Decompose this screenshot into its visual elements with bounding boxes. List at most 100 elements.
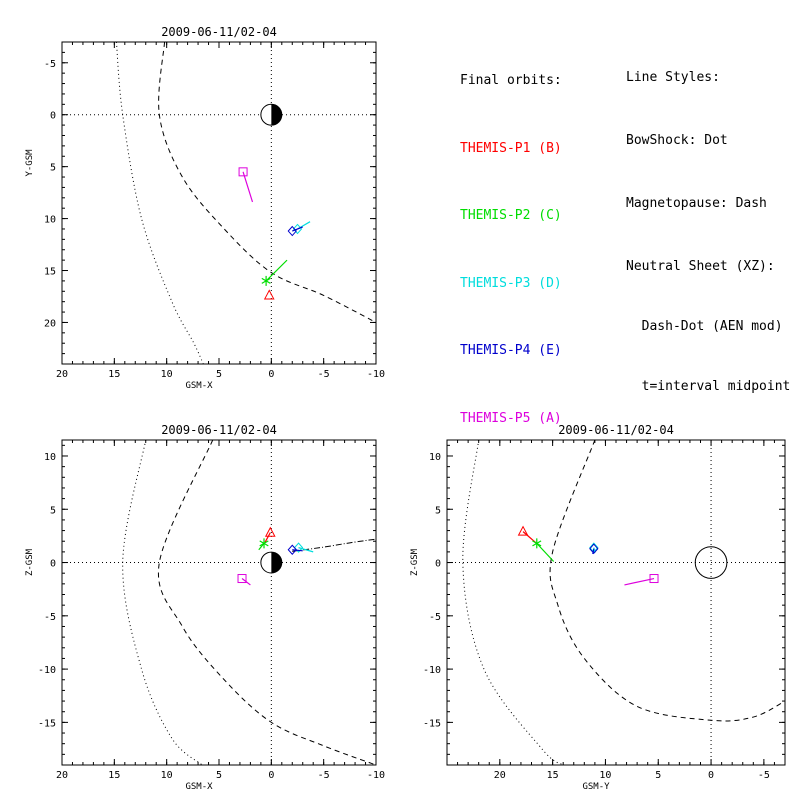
legend-styles-title: Line Styles: (626, 70, 720, 85)
bowshock-curve (122, 440, 203, 765)
y-tick-label: 5 (50, 163, 56, 174)
y-tick-label: -5 (44, 59, 56, 70)
plot-area (62, 440, 376, 765)
marker-p1 (264, 526, 276, 537)
x-tick-label: 0 (268, 770, 274, 781)
x-tick-label: 5 (216, 770, 222, 781)
legend-style-neutral-sheet: Neutral Sheet (XZ): (626, 259, 775, 274)
marker-p5 (649, 574, 659, 584)
orbit-track-p4 (292, 226, 303, 232)
panel-yz: 2009-06-11/02-04 20 15 10 5 0 -5 10 5 0 -5 -10 -15 GS… (410, 423, 786, 792)
y-tick-label: -10 (38, 665, 56, 676)
x-tick-label: -10 (367, 369, 385, 380)
legend-probe-p5: THEMIS-P5 (A) (460, 410, 562, 426)
legend-probe-p4: THEMIS-P4 (E) (460, 343, 562, 358)
x-tick-label: 0 (268, 369, 274, 380)
marker-p4 (589, 543, 599, 554)
panel-title: 2009-06-11/02-04 (161, 25, 277, 39)
legend-orbits: Final orbits: THEMIS-P1 (B) THEMIS-P2 (C… (460, 25, 562, 453)
y-tick-label: -15 (38, 718, 56, 729)
panel-xz: 2009-06-11/02-04 20 15 10 5 0 -5 -10 10 5 0 -5 -10 -1… (25, 423, 385, 792)
bowshock-curve (462, 440, 564, 765)
orbit-track-p2 (265, 259, 288, 282)
legend-probe-p3: THEMIS-P3 (D) (460, 275, 562, 291)
x-tick-label: 10 (161, 369, 173, 380)
x-tick-label: 20 (494, 770, 506, 781)
magnetopause-curve (158, 42, 376, 323)
x-tick-label: 10 (599, 770, 611, 781)
panel-title: 2009-06-11/02-04 (161, 423, 277, 437)
earth-circle (694, 546, 728, 579)
y-axis-label: Z-GSM (410, 548, 420, 576)
legend-line-styles: Line Styles: BowShock: Dot Magnetopause:… (626, 25, 790, 415)
x-tick-label: -5 (758, 770, 770, 781)
legend-orbits-title: Final orbits: (460, 73, 562, 88)
plot-frame (446, 439, 786, 766)
orbit-track-p5 (624, 577, 655, 586)
x-tick-label: -10 (367, 770, 385, 781)
orbit-track-p2 (536, 542, 555, 562)
marker-p4 (287, 225, 297, 237)
magnetopause-curve (157, 440, 376, 765)
earth-night-side (271, 552, 282, 574)
x-tick-label: 5 (216, 369, 222, 380)
y-tick-label: -10 (423, 665, 441, 676)
legend-probe-p1: THEMIS-P1 (B) (460, 140, 562, 156)
y-tick-label: 10 (44, 452, 56, 463)
plot-frame (61, 41, 377, 365)
bowshock-curve (115, 42, 204, 364)
earth-night-side (271, 104, 282, 126)
marker-p3 (293, 542, 304, 553)
x-tick-label: -5 (318, 369, 330, 380)
x-tick-label: 15 (108, 369, 120, 380)
x-axis-label: GSM-X (185, 782, 213, 792)
legend-style-midpoint: t=interval midpoint (626, 379, 791, 394)
x-axis-label: GSM-X (185, 381, 213, 391)
orbit-track-p4 (592, 548, 595, 555)
legend-style-dash-dot: Dash-Dot (AEN mod) (626, 319, 783, 334)
plot-area (447, 440, 785, 765)
y-tick-label: 5 (50, 505, 56, 516)
y-tick-label: -15 (423, 718, 441, 729)
x-tick-label: 20 (56, 369, 68, 380)
y-tick-label: 20 (44, 318, 56, 329)
x-axis-label: GSM-Y (582, 782, 610, 792)
plot-frame (61, 439, 377, 766)
y-axis-label: Y-GSM (25, 149, 35, 177)
x-tick-label: 20 (56, 770, 68, 781)
legend-probe-p2: THEMIS-P2 (C) (460, 208, 562, 223)
x-tick-label: 10 (161, 770, 173, 781)
plot-area (62, 42, 376, 364)
y-axis-label: Z-GSM (25, 548, 35, 576)
x-tick-label: 5 (655, 770, 661, 781)
orbit-track-p1 (264, 532, 271, 543)
x-tick-label: -5 (318, 770, 330, 781)
orbit-track-p5 (242, 171, 254, 203)
y-tick-label: -5 (44, 612, 56, 623)
y-tick-label: 15 (44, 267, 56, 278)
panel-title: 2009-06-11/02-04 (558, 423, 674, 437)
y-tick-label: -5 (429, 612, 441, 623)
legend-style-magnetopause: Magnetopause: Dash (626, 196, 767, 211)
y-tick-label: 0 (435, 559, 441, 570)
marker-p1 (517, 525, 529, 536)
y-tick-label: 0 (50, 559, 56, 570)
marker-p2 (261, 275, 271, 286)
marker-p3 (589, 542, 599, 553)
marker-p5 (237, 574, 247, 584)
y-tick-label: 5 (435, 505, 441, 516)
marker-p1 (263, 289, 275, 300)
magnetopause-curve (549, 440, 785, 722)
y-tick-label: 0 (50, 111, 56, 122)
marker-p2 (532, 538, 542, 549)
marker-p5 (238, 167, 248, 177)
y-tick-label: 10 (44, 215, 56, 226)
orbit-track-p3 (298, 547, 314, 553)
x-tick-label: 15 (108, 770, 120, 781)
x-tick-label: 15 (547, 770, 559, 781)
marker-p2 (259, 538, 269, 549)
y-tick-label: 10 (429, 452, 441, 463)
x-tick-label: 0 (708, 770, 714, 781)
legend-style-bowshock: BowShock: Dot (626, 133, 728, 148)
